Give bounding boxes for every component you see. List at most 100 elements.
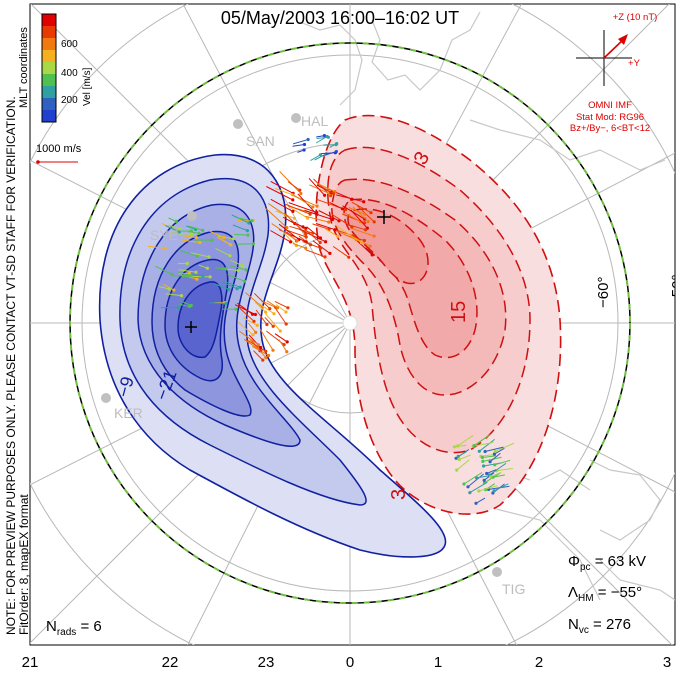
velocity-vector xyxy=(350,209,368,229)
vector-origin xyxy=(315,204,319,208)
velocity-vector xyxy=(292,194,314,208)
vector-origin xyxy=(224,267,228,271)
imf-z-label: +Z (10 nT) xyxy=(612,12,658,23)
station-label-sye: SYE xyxy=(150,227,178,243)
velocity-vector xyxy=(314,153,327,161)
velocity-vector xyxy=(245,292,263,308)
velocity-vector xyxy=(279,171,302,194)
velocity-vector xyxy=(336,229,354,237)
velocity-vector xyxy=(486,469,497,474)
vector-origin xyxy=(195,254,199,258)
vector-origin xyxy=(322,134,326,138)
velocity-vector xyxy=(186,225,196,230)
colorbar-segment xyxy=(42,62,56,75)
vector-origin xyxy=(311,205,315,209)
colorbar-segment xyxy=(42,74,56,87)
velocity-vector xyxy=(265,313,281,332)
velocity-vector xyxy=(264,316,274,327)
velocity-vector xyxy=(305,215,329,223)
vector-origin xyxy=(492,452,496,456)
velocity-vector xyxy=(249,338,267,359)
mlt-tick-22: 22 xyxy=(161,654,179,671)
vector-origin xyxy=(271,324,275,328)
vector-origin xyxy=(362,238,366,243)
velocity-vector xyxy=(312,223,330,230)
positive-potential-cell xyxy=(315,114,562,515)
velocity-vector xyxy=(278,339,288,352)
vector-origin xyxy=(268,307,272,311)
colorbar-segment xyxy=(42,14,56,27)
n-rads-stat: Nrads = 6 xyxy=(46,618,102,638)
imf-y-label: +Y xyxy=(628,58,640,69)
vector-origin xyxy=(462,482,466,486)
vector-origin xyxy=(482,464,486,468)
velocity-vector xyxy=(292,243,306,249)
velocity-vector xyxy=(320,152,336,155)
vector-origin xyxy=(319,246,323,250)
contour-label-15: 15 xyxy=(448,301,470,323)
velocity-vector xyxy=(270,230,291,243)
vector-origin xyxy=(372,220,376,224)
vector-origin xyxy=(481,459,485,463)
vector-origin xyxy=(231,237,235,241)
vector-origin xyxy=(290,193,295,197)
vector-origin xyxy=(174,219,178,223)
velocity-vector xyxy=(147,245,166,249)
contour-label-3-bottom: 3 xyxy=(388,489,410,500)
vector-origin xyxy=(272,312,276,316)
vector-origin xyxy=(207,255,211,259)
velocity-vector xyxy=(473,434,491,447)
velocity-vector xyxy=(182,235,197,239)
vector-origin xyxy=(369,211,373,215)
velocity-vector xyxy=(352,206,369,222)
velocity-vector xyxy=(274,333,288,343)
negative-potential-cell xyxy=(98,153,447,558)
velocity-vector xyxy=(238,217,252,222)
velocity-vector xyxy=(495,442,515,452)
vector-origin xyxy=(480,455,484,460)
colorbar-segment xyxy=(42,110,56,123)
vector-origin xyxy=(350,225,354,229)
velocity-vector xyxy=(482,455,496,458)
vector-origin xyxy=(189,229,193,233)
vector-origin xyxy=(474,501,478,505)
map-title: 05/May/2003 16:00–16:02 UT xyxy=(220,8,460,28)
vector-origin xyxy=(250,219,254,223)
velocity-vector xyxy=(315,136,328,144)
vector-origin xyxy=(187,271,191,275)
velocity-vector xyxy=(494,447,505,455)
vector-origin xyxy=(324,240,328,244)
velocity-vector xyxy=(457,451,467,457)
velocity-vector xyxy=(231,214,250,224)
velocity-vector xyxy=(259,328,274,351)
velocity-vector xyxy=(329,201,343,210)
velocity-vector xyxy=(287,181,301,191)
vector-origin xyxy=(224,302,228,306)
velocity-vector xyxy=(274,187,293,196)
vector-origin xyxy=(477,449,481,453)
velocity-vector xyxy=(303,227,321,243)
velocity-vector xyxy=(234,233,248,236)
vector-origin xyxy=(468,491,472,495)
vector-origin xyxy=(363,228,368,232)
vector-origin xyxy=(489,475,493,479)
vector-origin xyxy=(198,240,202,245)
velocity-vector xyxy=(270,180,294,194)
vector-origin xyxy=(187,304,192,309)
vector-origin xyxy=(234,307,238,311)
velocity-vector xyxy=(334,229,357,240)
latitude-label-50: −50° xyxy=(669,275,680,306)
velocity-vector xyxy=(310,154,321,162)
vector-origin xyxy=(477,489,481,493)
velocity-vector xyxy=(162,283,175,291)
velocity-vector xyxy=(351,201,372,214)
velocity-vector xyxy=(218,237,231,246)
fit-order-note: FitOrder: 8, mapEX format xyxy=(17,494,31,635)
mlt-tick-3: 3 xyxy=(662,654,672,671)
vector-origin xyxy=(201,228,205,232)
velocity-vector xyxy=(478,439,495,452)
velocity-vector xyxy=(357,238,371,247)
vector-origin xyxy=(488,460,492,464)
velocity-vector xyxy=(270,198,294,212)
